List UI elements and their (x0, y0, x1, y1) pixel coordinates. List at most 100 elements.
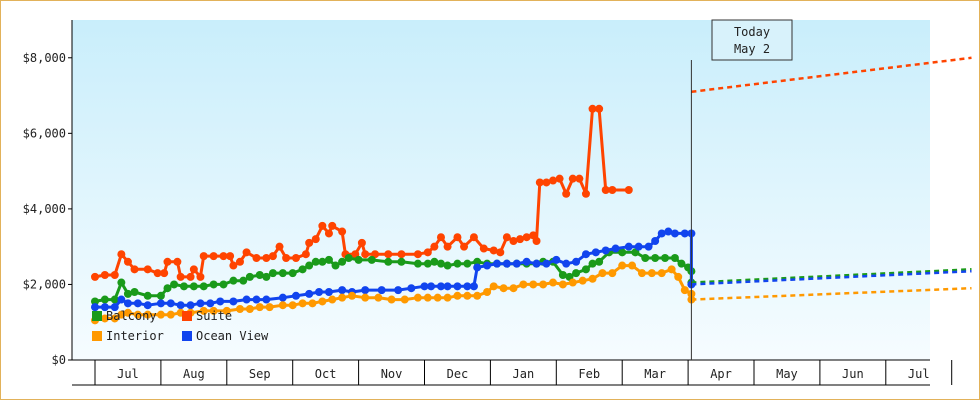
data-point (143, 301, 152, 310)
data-point (315, 288, 324, 296)
data-point (680, 286, 689, 295)
data-point (423, 259, 432, 268)
data-point (532, 259, 541, 268)
data-point (568, 278, 577, 287)
data-point (519, 280, 528, 289)
data-point (117, 250, 126, 259)
data-point (509, 237, 518, 245)
data-point (413, 250, 422, 259)
data-point (601, 186, 610, 194)
data-point (163, 284, 172, 293)
data-point (123, 257, 132, 266)
data-point (255, 271, 264, 279)
data-point (324, 255, 333, 264)
data-point (657, 269, 666, 278)
data-point (170, 280, 179, 289)
data-point (436, 282, 445, 291)
data-point (647, 269, 656, 278)
data-point (219, 252, 228, 261)
data-point (328, 295, 337, 304)
data-point (209, 306, 218, 315)
data-point (496, 248, 505, 257)
data-point (301, 250, 310, 259)
today-date: May 2 (734, 42, 770, 56)
data-point (578, 276, 587, 285)
data-point (268, 269, 277, 278)
data-point (305, 289, 314, 298)
data-point (110, 314, 119, 323)
data-point (229, 261, 238, 270)
data-point (209, 252, 218, 261)
data-point (436, 259, 445, 268)
data-point (453, 282, 462, 291)
data-point (628, 261, 637, 270)
data-point (397, 250, 406, 259)
data-point (407, 284, 416, 293)
data-point (110, 271, 119, 279)
data-point (91, 272, 99, 281)
data-point (100, 295, 109, 304)
forecast-line-suite (691, 56, 972, 94)
data-point (595, 257, 604, 266)
data-point (298, 265, 307, 274)
data-point (423, 248, 432, 257)
legend-swatch (92, 311, 102, 321)
data-point (591, 248, 600, 257)
data-point (219, 280, 228, 289)
data-point (354, 255, 363, 264)
data-point (469, 233, 478, 242)
data-point (433, 293, 442, 302)
data-point (661, 254, 670, 262)
data-point (226, 252, 235, 261)
data-point (581, 189, 590, 198)
data-point (143, 310, 152, 319)
data-point (361, 250, 370, 259)
data-point (430, 257, 439, 266)
data-point (608, 269, 617, 278)
data-point (588, 274, 597, 283)
data-point (562, 259, 571, 268)
data-point (133, 299, 142, 308)
data-point (130, 265, 139, 274)
data-point (516, 235, 525, 244)
data-point (384, 250, 393, 259)
data-point (265, 303, 274, 312)
data-point (291, 291, 300, 300)
x-tick-label: Mar (644, 367, 666, 381)
data-point (618, 248, 627, 257)
data-point (674, 272, 683, 281)
data-point (443, 242, 452, 251)
data-point (156, 310, 165, 319)
data-point (100, 271, 109, 279)
today-label: Today (734, 25, 770, 39)
data-point (338, 257, 347, 266)
data-point (311, 235, 320, 244)
data-point (423, 293, 432, 302)
data-point (512, 259, 521, 268)
legend-label: Ocean View (196, 329, 269, 343)
data-point (535, 178, 544, 187)
data-point (502, 233, 511, 242)
x-tick-label: Sep (249, 367, 271, 381)
data-point (186, 272, 195, 281)
data-point (143, 265, 152, 274)
data-point (298, 299, 307, 308)
data-point (324, 229, 333, 238)
data-point (173, 257, 182, 266)
x-tick-label: Aug (183, 367, 205, 381)
data-point (542, 178, 551, 187)
data-point (568, 174, 577, 183)
data-point (209, 280, 218, 289)
data-point (611, 244, 620, 253)
data-point (117, 295, 126, 304)
data-point (522, 257, 531, 266)
data-point (430, 242, 439, 251)
data-point (252, 295, 261, 304)
data-point (245, 272, 254, 281)
data-point (657, 229, 666, 238)
data-point (443, 282, 452, 291)
data-point (130, 288, 139, 296)
data-point (123, 289, 132, 298)
x-tick-label: Jul (908, 367, 930, 381)
data-point (598, 269, 607, 278)
